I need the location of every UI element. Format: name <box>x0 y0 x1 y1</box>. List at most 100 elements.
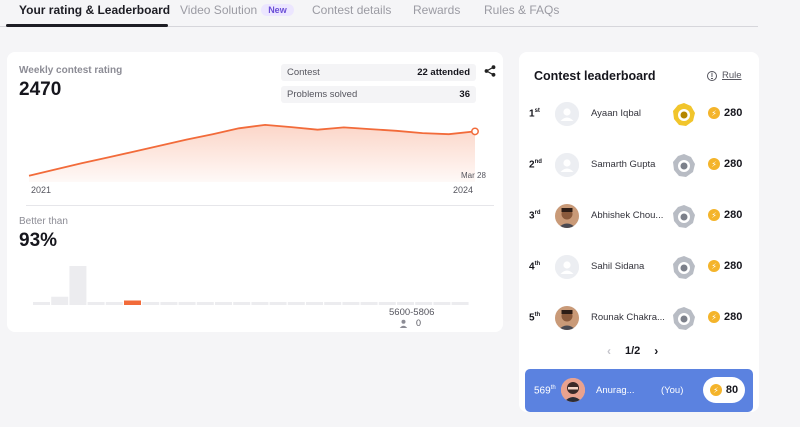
avatar <box>555 306 579 330</box>
leaderboard-row[interactable]: 5th Rounak Chakra... ⚡ 280 <box>519 301 759 335</box>
tab-bar: Your rating & Leaderboard Video Solution… <box>0 0 758 27</box>
silver-badge-icon <box>673 256 695 279</box>
rank-suffix: th <box>534 261 541 267</box>
gold-badge-icon <box>673 103 695 126</box>
your-score-value: 80 <box>725 384 739 396</box>
leaderboard-row[interactable]: 3rd Abhishek Chou... ⚡ 280 <box>519 199 759 233</box>
avatar <box>555 255 579 279</box>
player-name: Rounak Chakra... <box>591 312 665 323</box>
histogram-bar[interactable] <box>415 302 433 305</box>
rank-suffix: th <box>534 312 541 318</box>
leaderboard-row[interactable]: 2nd Samarth Gupta ⚡ 280 <box>519 148 759 182</box>
stat-contest-value: 22 attended <box>417 67 470 78</box>
last-point-label: Mar 28 <box>461 171 486 180</box>
your-rank: 569th <box>534 385 556 396</box>
distribution-histogram <box>33 266 469 306</box>
bucket-range-label: 5600-5806 <box>389 307 435 318</box>
rank: 4th <box>529 261 540 272</box>
player-name: Sahil Sidana <box>591 261 645 272</box>
tab-rating-leaderboard[interactable]: Your rating & Leaderboard <box>19 3 171 17</box>
new-badge: New <box>261 4 294 16</box>
rank-number: 3 <box>529 210 535 222</box>
bolt-coin-icon: ⚡ <box>708 158 720 170</box>
histogram-bar[interactable] <box>142 302 160 305</box>
avatar <box>555 102 579 126</box>
your-rank-row[interactable]: 569th Anurag... (You) ⚡ 80 <box>525 369 753 412</box>
info-icon: i <box>707 70 717 81</box>
rank-suffix: nd <box>534 159 542 165</box>
better-than-value: 93% <box>19 230 58 251</box>
histogram-bar[interactable] <box>87 302 105 305</box>
bolt-coin-icon: ⚡ <box>709 384 722 396</box>
chevron-left-icon[interactable]: ‹ <box>607 344 611 358</box>
tab-video-solution-label: Video Solution <box>180 3 258 17</box>
rule-link[interactable]: i Rule <box>707 70 742 81</box>
histogram-bar[interactable] <box>433 302 451 305</box>
histogram-bar[interactable] <box>306 302 323 305</box>
axis-end-label: 2024 <box>453 185 474 195</box>
histogram-bar[interactable] <box>251 302 269 305</box>
pagination: ‹ 1/2 › <box>607 344 658 358</box>
rating-chart <box>28 123 479 182</box>
histogram-bar[interactable] <box>269 302 287 305</box>
user-icon <box>399 319 408 328</box>
leaderboard-card: Contest leaderboard i Rule 1st Ayaan Iqba… <box>519 52 759 412</box>
silver-badge-icon <box>673 154 695 177</box>
histogram-bar[interactable] <box>33 302 50 305</box>
rating-point-current[interactable] <box>471 127 479 136</box>
rating-value: 2470 <box>19 79 62 100</box>
bucket-users: 0 <box>399 318 421 328</box>
player-score: ⚡ 280 <box>708 209 742 221</box>
silver-badge-icon <box>673 307 695 330</box>
player-score-value: 280 <box>724 260 743 272</box>
player-score-value: 280 <box>724 107 743 119</box>
avatar <box>555 153 579 177</box>
chevron-right-icon[interactable]: › <box>654 344 659 358</box>
histogram-bar[interactable] <box>105 302 123 305</box>
histogram-bar[interactable] <box>233 302 251 305</box>
silver-badge-icon <box>673 205 695 228</box>
player-score-value: 280 <box>724 158 743 170</box>
active-tab-indicator <box>6 24 168 27</box>
histogram-bar[interactable] <box>69 266 87 305</box>
histogram-bar[interactable] <box>342 302 360 305</box>
rule-link-label: Rule <box>722 70 742 81</box>
leaderboard-row[interactable]: 1st Ayaan Iqbal ⚡ 280 <box>519 97 759 131</box>
histogram-bar[interactable] <box>51 296 69 305</box>
your-score: ⚡ 80 <box>703 377 745 403</box>
better-than-label: Better than <box>19 216 68 227</box>
avatar <box>561 378 585 402</box>
player-score: ⚡ 280 <box>708 260 742 272</box>
histogram-bar[interactable] <box>215 302 232 305</box>
player-score: ⚡ 280 <box>708 311 742 323</box>
histogram-bar[interactable] <box>451 302 469 305</box>
tab-rewards[interactable]: Rewards <box>413 3 461 17</box>
histogram-bar-current[interactable] <box>124 300 141 306</box>
histogram-bar[interactable] <box>397 302 414 305</box>
rank-number: 5 <box>529 312 535 324</box>
histogram-bar[interactable] <box>196 302 214 305</box>
share-icon[interactable] <box>484 65 496 77</box>
player-score: ⚡ 280 <box>708 158 742 170</box>
tab-video-solution[interactable]: Video Solution New <box>180 3 294 17</box>
histogram-bar[interactable] <box>378 302 396 305</box>
histogram-bar[interactable] <box>324 302 342 305</box>
leaderboard-row[interactable]: 4th Sahil Sidana ⚡ 280 <box>519 250 759 284</box>
player-score-value: 280 <box>724 209 743 221</box>
your-rank-suffix: th <box>550 385 556 391</box>
rating-area <box>29 124 475 182</box>
histogram-bar[interactable] <box>178 302 196 305</box>
histogram-bar[interactable] <box>360 302 378 305</box>
your-name: Anurag... <box>596 385 635 396</box>
rank-number: 1 <box>529 108 535 120</box>
bucket-users-count: 0 <box>416 318 422 328</box>
tab-rules-faqs[interactable]: Rules & FAQs <box>484 3 560 17</box>
rank: 2nd <box>529 159 542 170</box>
tab-contest-details[interactable]: Contest details <box>312 3 392 17</box>
rank: 5th <box>529 312 540 323</box>
bolt-coin-icon: ⚡ <box>708 107 720 119</box>
histogram-bar[interactable] <box>287 302 305 305</box>
histogram-bar[interactable] <box>160 302 178 305</box>
player-name: Abhishek Chou... <box>591 210 664 221</box>
rank-suffix: rd <box>534 210 541 216</box>
